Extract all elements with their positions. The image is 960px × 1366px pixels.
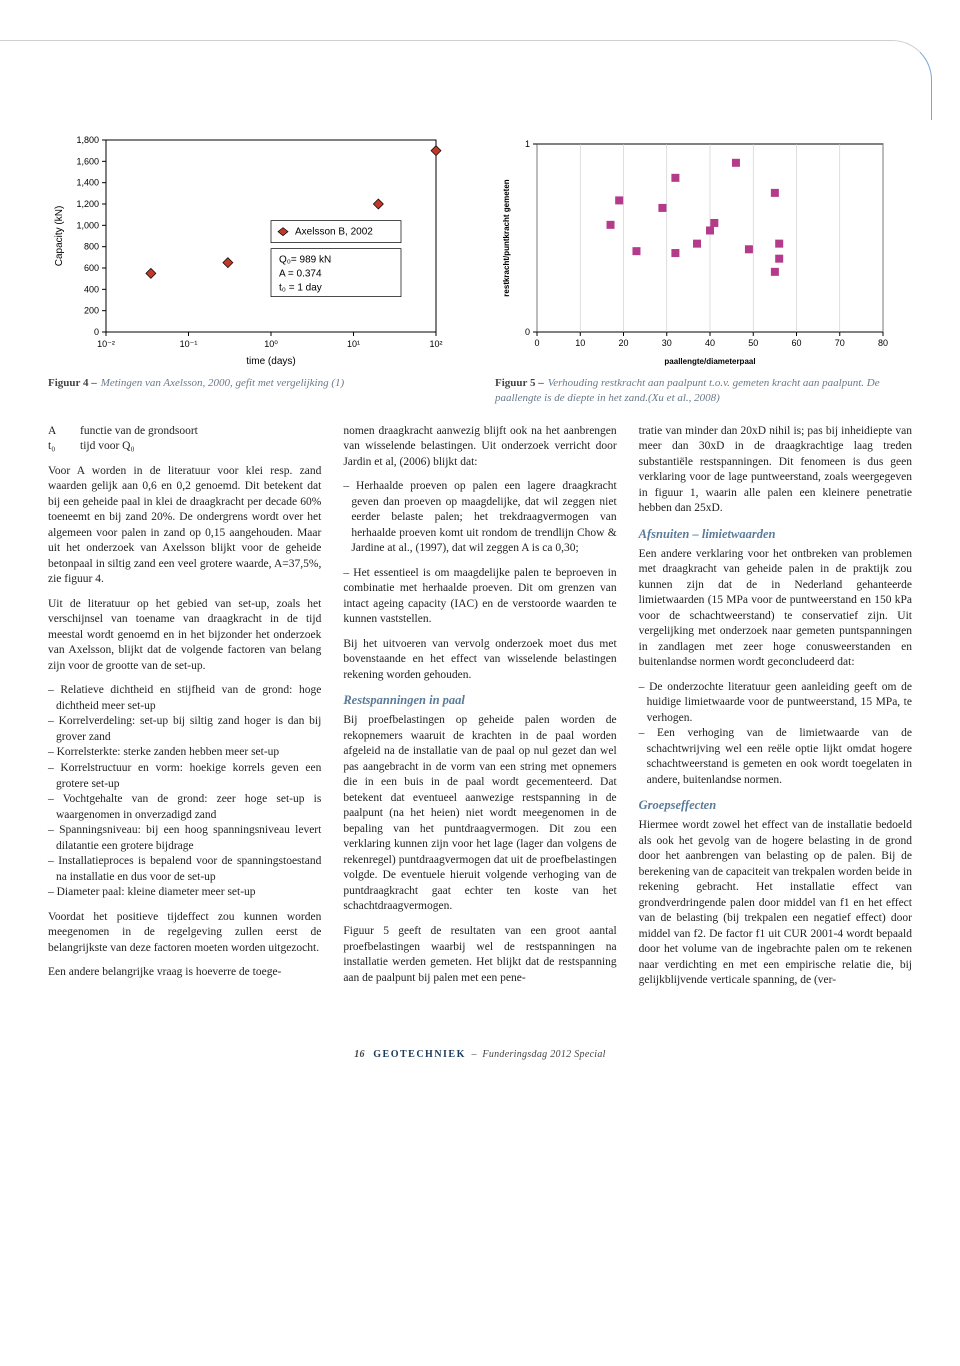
figure-4: 0 200 400 600 800 1,000 1,200 1,400 1,600 1,800 10… (48, 130, 465, 406)
page-footer: 16 GEOTECHNIEK – Funderingsdag 2012 Spec… (48, 1048, 912, 1062)
section-heading: Afsnuiten – limietwaarden (639, 526, 912, 543)
svg-text:1,600: 1,600 (76, 156, 99, 166)
svg-text:1,400: 1,400 (76, 178, 99, 188)
body-text: Afunctie van de grondsoort t₀tijd voor Q… (48, 424, 912, 998)
paragraph: tratie van minder dan 20xD nihil is; pas… (639, 424, 912, 517)
svg-text:800: 800 (84, 242, 99, 252)
paragraph: Bij proefbelastingen op geheide palen wo… (343, 713, 616, 915)
svg-text:time (days): time (days) (246, 356, 295, 367)
svg-text:t₀ = 1 day: t₀ = 1 day (279, 283, 322, 294)
svg-text:0: 0 (534, 338, 539, 348)
svg-text:10⁻¹: 10⁻¹ (180, 339, 198, 349)
svg-text:paallengte/diameterpaal: paallengte/diameterpaal (664, 357, 755, 366)
svg-text:80: 80 (878, 338, 888, 348)
svg-text:40: 40 (705, 338, 715, 348)
svg-text:A = 0.374: A = 0.374 (279, 269, 322, 280)
svg-text:1,200: 1,200 (76, 199, 99, 209)
figure-5: 0 10 20 30 40 50 60 70 80 0 1 paallengte/diameterpa… (495, 130, 912, 406)
column-3: tratie van minder dan 20xD nihil is; pas… (639, 424, 912, 998)
svg-text:400: 400 (84, 284, 99, 294)
column-1: Afunctie van de grondsoort t₀tijd voor Q… (48, 424, 321, 998)
paragraph: Voor A worden in de literatuur voor klei… (48, 464, 321, 588)
figure-5-chart: 0 10 20 30 40 50 60 70 80 0 1 paallengte/diameterpa… (495, 130, 895, 370)
svg-text:1,000: 1,000 (76, 220, 99, 230)
svg-text:200: 200 (84, 306, 99, 316)
column-2: nomen draagkracht aanwezig blijft ook na… (343, 424, 616, 998)
section-heading: Groepseffecten (639, 797, 912, 814)
symbol-definitions: Afunctie van de grondsoort t₀tijd voor Q… (48, 424, 321, 455)
svg-text:20: 20 (618, 338, 628, 348)
paragraph: nomen draagkracht aanwezig blijft ook na… (343, 424, 616, 471)
figure-4-chart: 0 200 400 600 800 1,000 1,200 1,400 1,600 1,800 10… (48, 130, 448, 370)
figure-4-caption: Figuur 4 –Metingen van Axelsson, 2000, g… (48, 376, 465, 391)
svg-text:Axelsson B, 2002: Axelsson B, 2002 (295, 227, 373, 238)
bullet-list: – De onderzochte literatuur geen aanleid… (639, 680, 912, 789)
svg-text:0: 0 (525, 327, 530, 337)
bullet-list: – Relatieve dichtheid en stijfheid van d… (48, 683, 321, 900)
svg-text:60: 60 (791, 338, 801, 348)
paragraph: Bij het uitvoeren van vervolg onderzoek … (343, 637, 616, 684)
svg-text:50: 50 (748, 338, 758, 348)
svg-text:30: 30 (662, 338, 672, 348)
svg-text:Capacity (kN): Capacity (kN) (54, 206, 65, 267)
svg-text:1: 1 (525, 139, 530, 149)
paragraph: Hiermee wordt zowel het effect van de in… (639, 818, 912, 989)
svg-text:0: 0 (94, 327, 99, 337)
bullet-list: – Herhaalde proeven op palen een lagere … (343, 479, 616, 557)
paragraph: Uit de literatuur op het gebied van set-… (48, 597, 321, 675)
svg-text:10⁰: 10⁰ (264, 339, 278, 349)
figures-row: 02004006008001,0001,2001,4001,6001,80010… (48, 130, 912, 406)
paragraph: Figuur 5 geeft de resultaten van een gro… (343, 924, 616, 986)
svg-text:10: 10 (575, 338, 585, 348)
paragraph: Voordat het positieve tijdeffect zou kun… (48, 910, 321, 957)
svg-text:70: 70 (835, 338, 845, 348)
paragraph: Een andere verklaring voor het ontbreken… (639, 547, 912, 671)
paragraph: Een andere belangrijke vraag is hoeverre… (48, 965, 321, 981)
svg-text:Q₀= 989 kN: Q₀= 989 kN (279, 255, 331, 266)
svg-text:restkracht/puntkracht gemeten: restkracht/puntkracht gemeten (502, 179, 511, 296)
svg-text:10⁻²: 10⁻² (97, 339, 115, 349)
paragraph: – Het essentieel is om maagdelijke palen… (343, 566, 616, 628)
svg-text:600: 600 (84, 263, 99, 273)
section-heading: Restspanningen in paal (343, 692, 616, 709)
svg-text:10²: 10² (429, 339, 442, 349)
figure-5-caption: Figuur 5 –Verhouding restkracht aan paal… (495, 376, 912, 406)
svg-text:1,800: 1,800 (76, 135, 99, 145)
svg-text:10¹: 10¹ (347, 339, 360, 349)
